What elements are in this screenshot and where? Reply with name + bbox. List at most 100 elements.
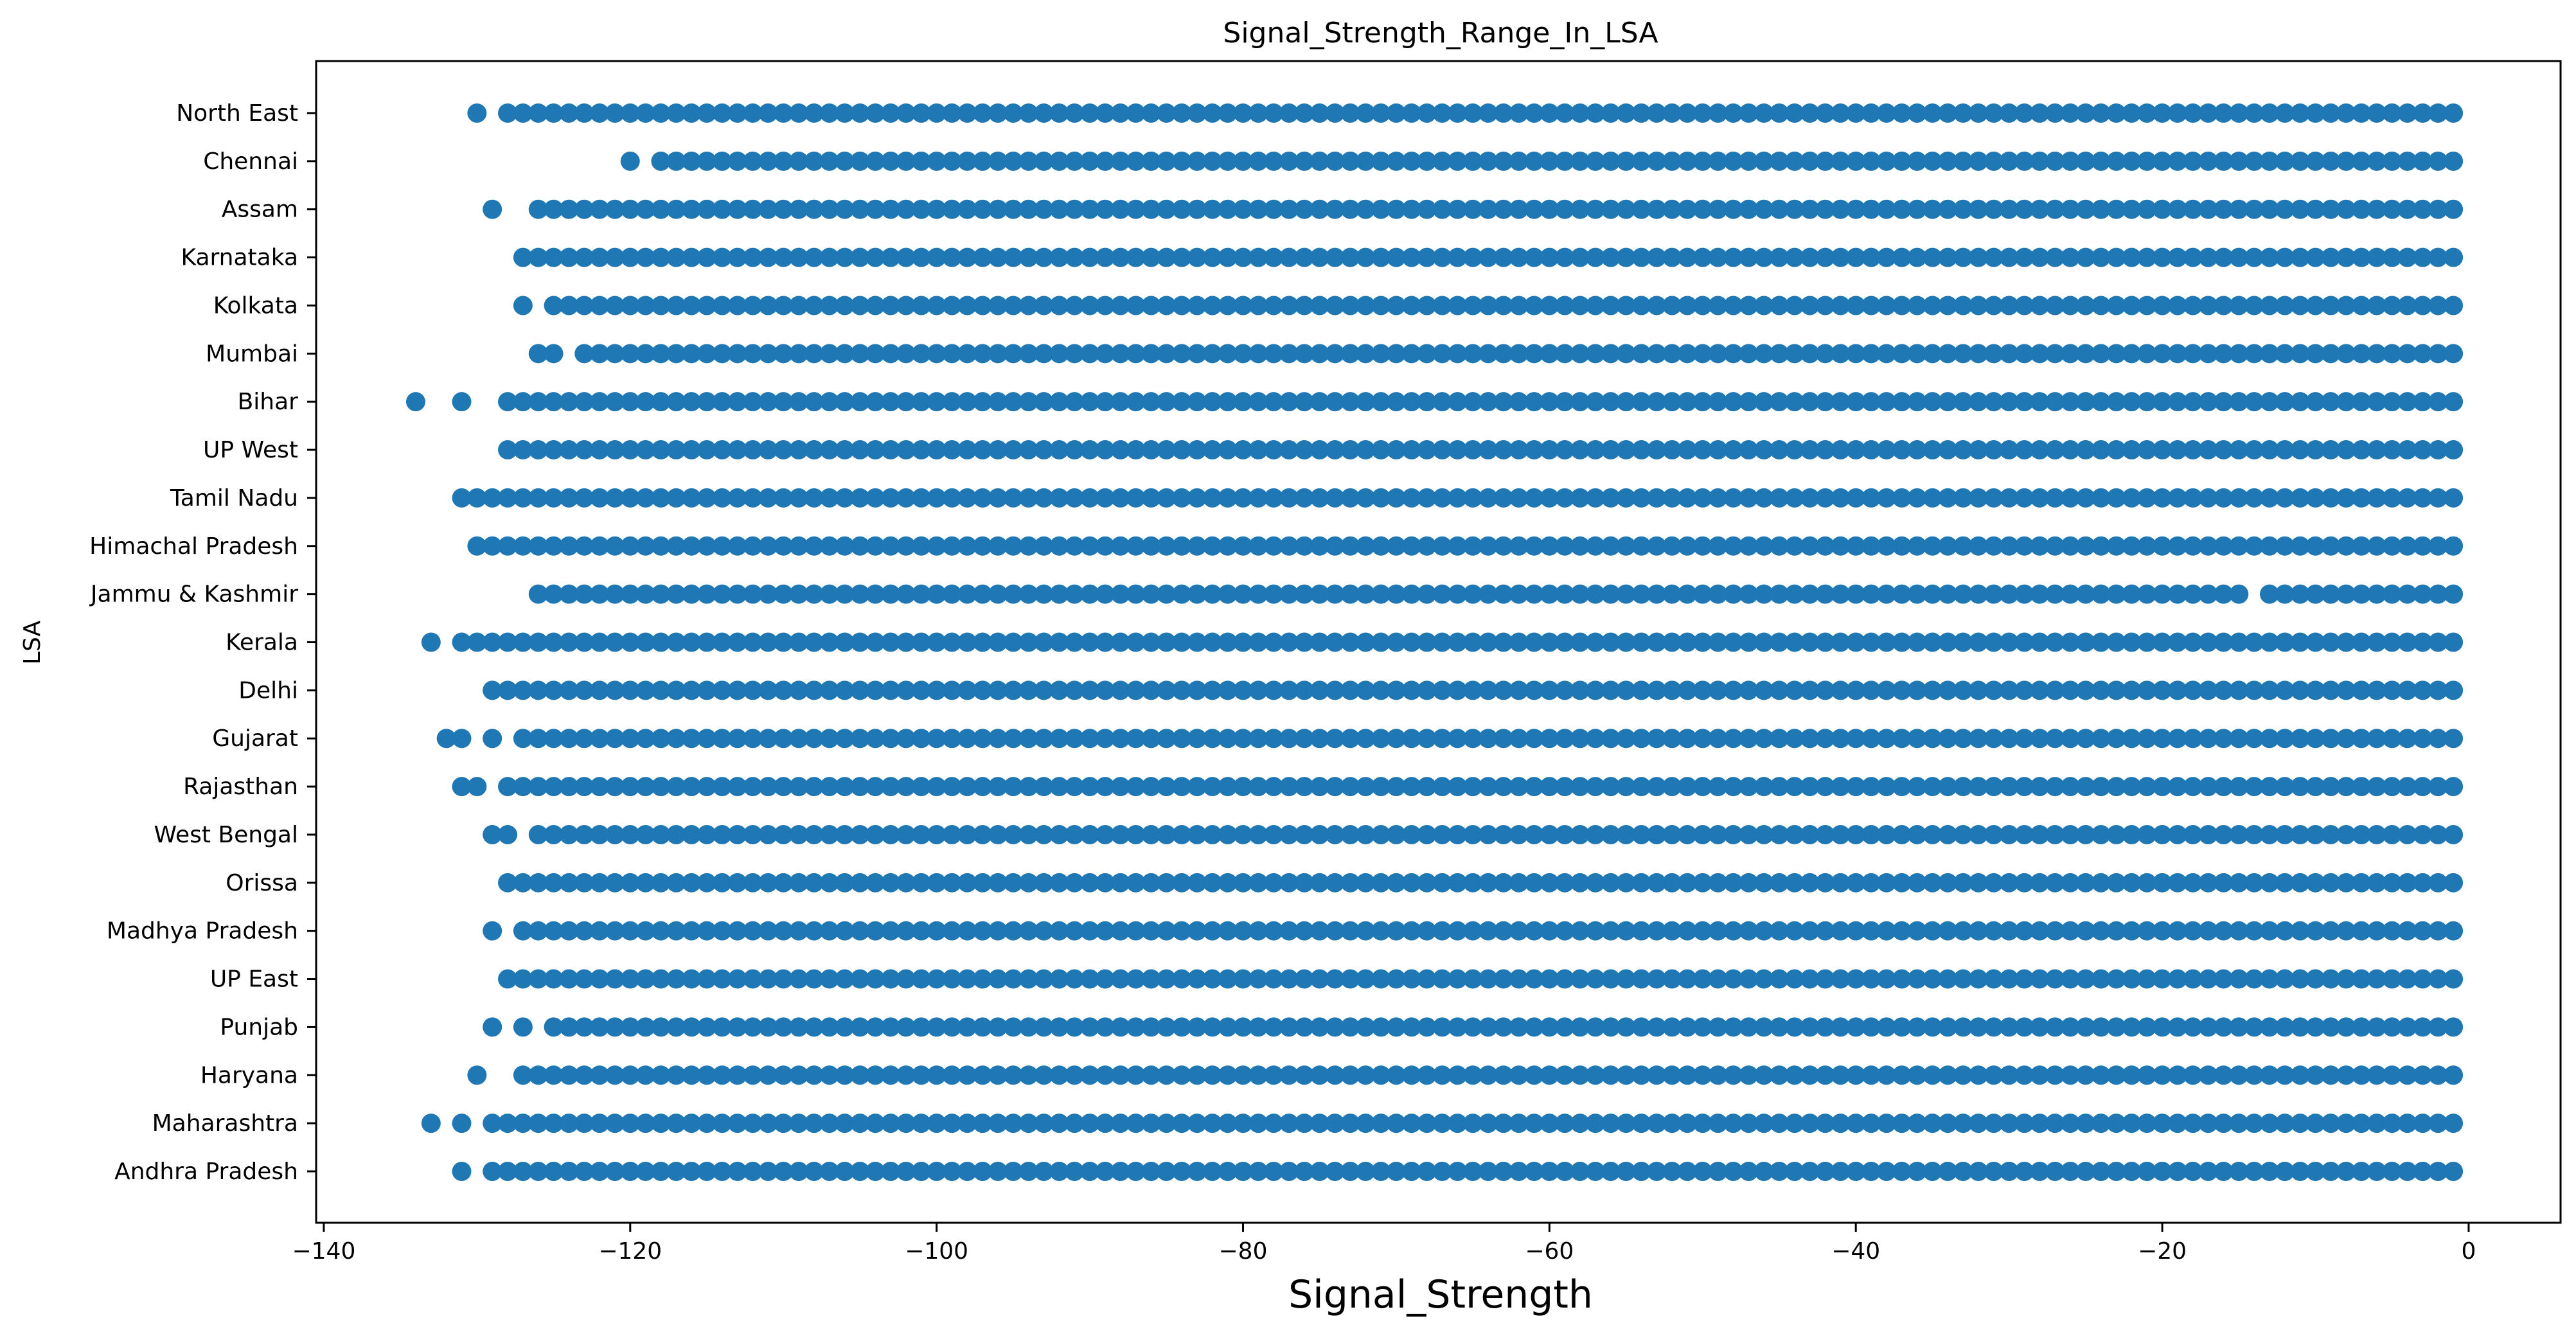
data-point <box>682 296 702 315</box>
data-point <box>1754 1162 1774 1181</box>
data-point <box>2106 873 2126 893</box>
data-point <box>1432 969 1452 989</box>
data-point <box>804 729 824 749</box>
data-point <box>1049 247 1069 267</box>
data-point <box>1018 873 1038 893</box>
data-point <box>1815 103 1835 123</box>
data-point <box>942 632 962 652</box>
data-point <box>1907 584 1927 604</box>
data-point <box>1938 392 1958 412</box>
data-point <box>2045 1065 2065 1085</box>
data-point <box>2106 584 2126 604</box>
data-point <box>544 344 564 364</box>
data-point <box>666 1017 686 1037</box>
data-point <box>1448 392 1468 412</box>
data-point <box>1938 247 1958 267</box>
data-point <box>544 1065 564 1085</box>
data-point <box>1172 1162 1192 1181</box>
data-point <box>528 584 548 604</box>
data-point <box>1754 488 1774 508</box>
data-point <box>973 921 993 941</box>
data-point <box>2290 1162 2310 1181</box>
data-point <box>1616 440 1636 460</box>
data-point <box>1478 777 1498 797</box>
data-point <box>973 824 993 844</box>
data-point <box>1371 969 1391 989</box>
data-point <box>1202 440 1222 460</box>
data-point <box>2183 488 2203 508</box>
data-point <box>1065 921 1085 941</box>
data-point <box>927 824 946 844</box>
data-point <box>1080 680 1100 700</box>
data-point <box>911 632 931 652</box>
data-point <box>574 969 594 989</box>
data-point <box>774 969 794 989</box>
data-point <box>1310 392 1329 412</box>
data-point <box>1034 1162 1054 1181</box>
data-point <box>1861 969 1881 989</box>
data-point <box>1708 488 1728 508</box>
data-point <box>498 873 518 893</box>
data-point <box>1187 1114 1207 1133</box>
data-point <box>835 584 855 604</box>
data-point <box>758 247 778 267</box>
data-point <box>896 921 916 941</box>
data-point <box>2397 1162 2417 1181</box>
data-point <box>758 440 778 460</box>
data-point <box>1677 1065 1697 1085</box>
data-point <box>1126 151 1146 171</box>
data-point <box>1647 921 1667 941</box>
data-point <box>819 1065 839 1085</box>
data-point <box>1065 680 1085 700</box>
data-point <box>635 1162 655 1181</box>
data-point <box>1356 151 1376 171</box>
data-point <box>1739 1162 1759 1181</box>
data-point <box>1279 103 1299 123</box>
data-point <box>850 488 870 508</box>
data-point <box>1601 680 1621 700</box>
data-point <box>774 1065 794 1085</box>
data-point <box>2122 392 2142 412</box>
data-point <box>1356 103 1376 123</box>
data-point <box>1953 151 1973 171</box>
data-point <box>1708 151 1728 171</box>
data-point <box>927 199 946 219</box>
data-point <box>2137 584 2157 604</box>
data-point <box>1601 584 1621 604</box>
data-point <box>1616 777 1636 797</box>
data-point <box>1218 296 1238 315</box>
data-point <box>574 488 594 508</box>
data-point <box>1876 1017 1896 1037</box>
data-point <box>2153 151 2172 171</box>
data-point <box>620 1162 640 1181</box>
data-point <box>2290 584 2310 604</box>
data-point <box>835 199 855 219</box>
data-point <box>2075 729 2095 749</box>
data-point <box>1723 151 1743 171</box>
data-point <box>2259 488 2279 508</box>
data-point <box>2167 729 2187 749</box>
data-point <box>2290 440 2310 460</box>
data-point <box>866 151 885 171</box>
data-point <box>1248 1162 1268 1181</box>
data-point <box>1616 1017 1636 1037</box>
data-point <box>483 1114 502 1133</box>
data-point <box>528 824 548 844</box>
data-point <box>774 392 794 412</box>
data-point <box>804 199 824 219</box>
data-point <box>1692 921 1712 941</box>
data-point <box>1708 1162 1728 1181</box>
data-point <box>2428 151 2448 171</box>
data-point <box>436 729 456 749</box>
data-point <box>2137 344 2157 364</box>
data-point <box>1065 1162 1085 1181</box>
data-point <box>1616 1162 1636 1181</box>
data-point <box>2106 1017 2126 1037</box>
data-point <box>2321 777 2341 797</box>
data-point <box>513 777 533 797</box>
data-point <box>1018 1114 1038 1133</box>
data-point <box>1493 344 1513 364</box>
data-point <box>651 824 671 844</box>
data-point <box>835 1162 855 1181</box>
